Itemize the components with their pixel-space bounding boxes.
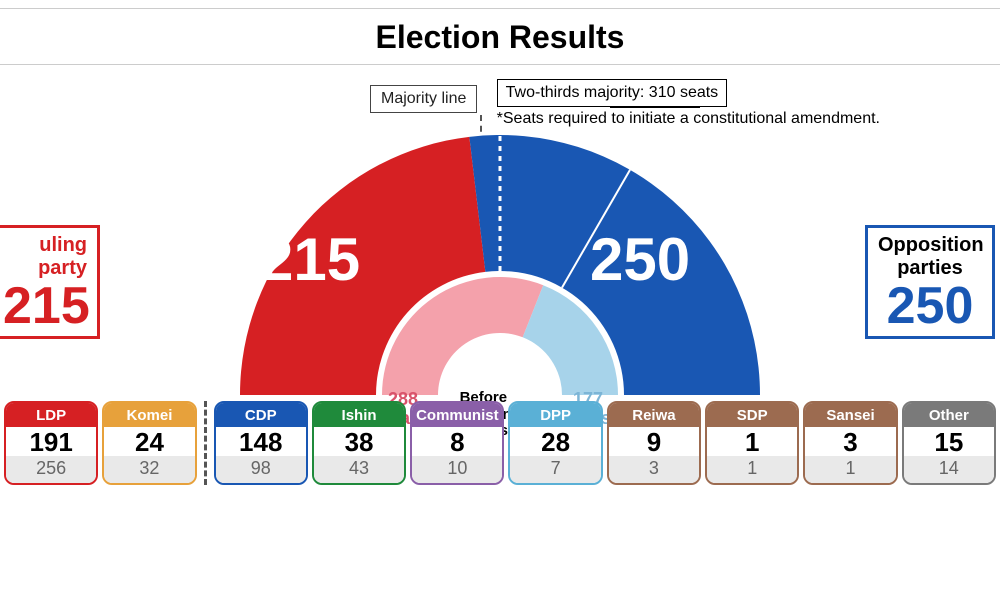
party-elected: 8 <box>412 427 502 456</box>
party-before: 256 <box>6 456 96 483</box>
party-name: DPP <box>510 403 600 427</box>
party-name: CDP <box>216 403 306 427</box>
party-name: Reiwa <box>609 403 699 427</box>
ruling-arc-value: 215 <box>260 225 360 294</box>
party-before: 32 <box>104 456 194 483</box>
party-before: 10 <box>412 456 502 483</box>
party-before: 7 <box>510 456 600 483</box>
party-card: DPP287 <box>508 401 602 485</box>
chart-area: Majority line Two-thirds majority: 310 s… <box>0 65 1000 485</box>
party-card: Sansei31 <box>803 401 897 485</box>
party-elected: 24 <box>104 427 194 456</box>
title-bar: Election Results <box>0 9 1000 65</box>
party-card: Communist810 <box>410 401 504 485</box>
party-elected: 191 <box>6 427 96 456</box>
party-card: Other1514 <box>902 401 996 485</box>
party-elected: 148 <box>216 427 306 456</box>
party-name: Komei <box>104 403 194 427</box>
party-name: Communist <box>412 403 502 427</box>
party-before: 3 <box>609 456 699 483</box>
party-elected: 1 <box>707 427 797 456</box>
party-name: Ishin <box>314 403 404 427</box>
opposition-value: 250 <box>878 280 982 332</box>
party-before: 1 <box>805 456 895 483</box>
party-card: Ishin3843 <box>312 401 406 485</box>
party-elected: 38 <box>314 427 404 456</box>
party-name: Sansei <box>805 403 895 427</box>
party-elected: 9 <box>609 427 699 456</box>
party-elected: 28 <box>510 427 600 456</box>
opposition-arc-value: 250 <box>590 225 690 294</box>
ruling-label: uling party <box>3 234 87 280</box>
party-before: 43 <box>314 456 404 483</box>
party-card: Komei2432 <box>102 401 196 485</box>
party-name: LDP <box>6 403 96 427</box>
party-elected: 15 <box>904 427 994 456</box>
party-card: SDP11 <box>705 401 799 485</box>
party-card: LDP191256 <box>4 401 98 485</box>
party-name: SDP <box>707 403 797 427</box>
ruling-value: 215 <box>3 280 87 332</box>
party-before: 1 <box>707 456 797 483</box>
party-card: Reiwa93 <box>607 401 701 485</box>
opposition-label: Opposition parties <box>878 234 982 280</box>
ruling-summary-box: uling party 215 <box>0 225 100 339</box>
party-before: 98 <box>216 456 306 483</box>
opposition-summary-box: Opposition parties 250 <box>865 225 995 339</box>
page-title: Election Results <box>0 19 1000 56</box>
coalition-divider <box>204 401 207 485</box>
party-elected: 3 <box>805 427 895 456</box>
party-cards-row: LDP191256Komei2432CDP14898Ishin3843Commu… <box>0 401 1000 485</box>
party-card: CDP14898 <box>214 401 308 485</box>
party-name: Other <box>904 403 994 427</box>
party-before: 14 <box>904 456 994 483</box>
